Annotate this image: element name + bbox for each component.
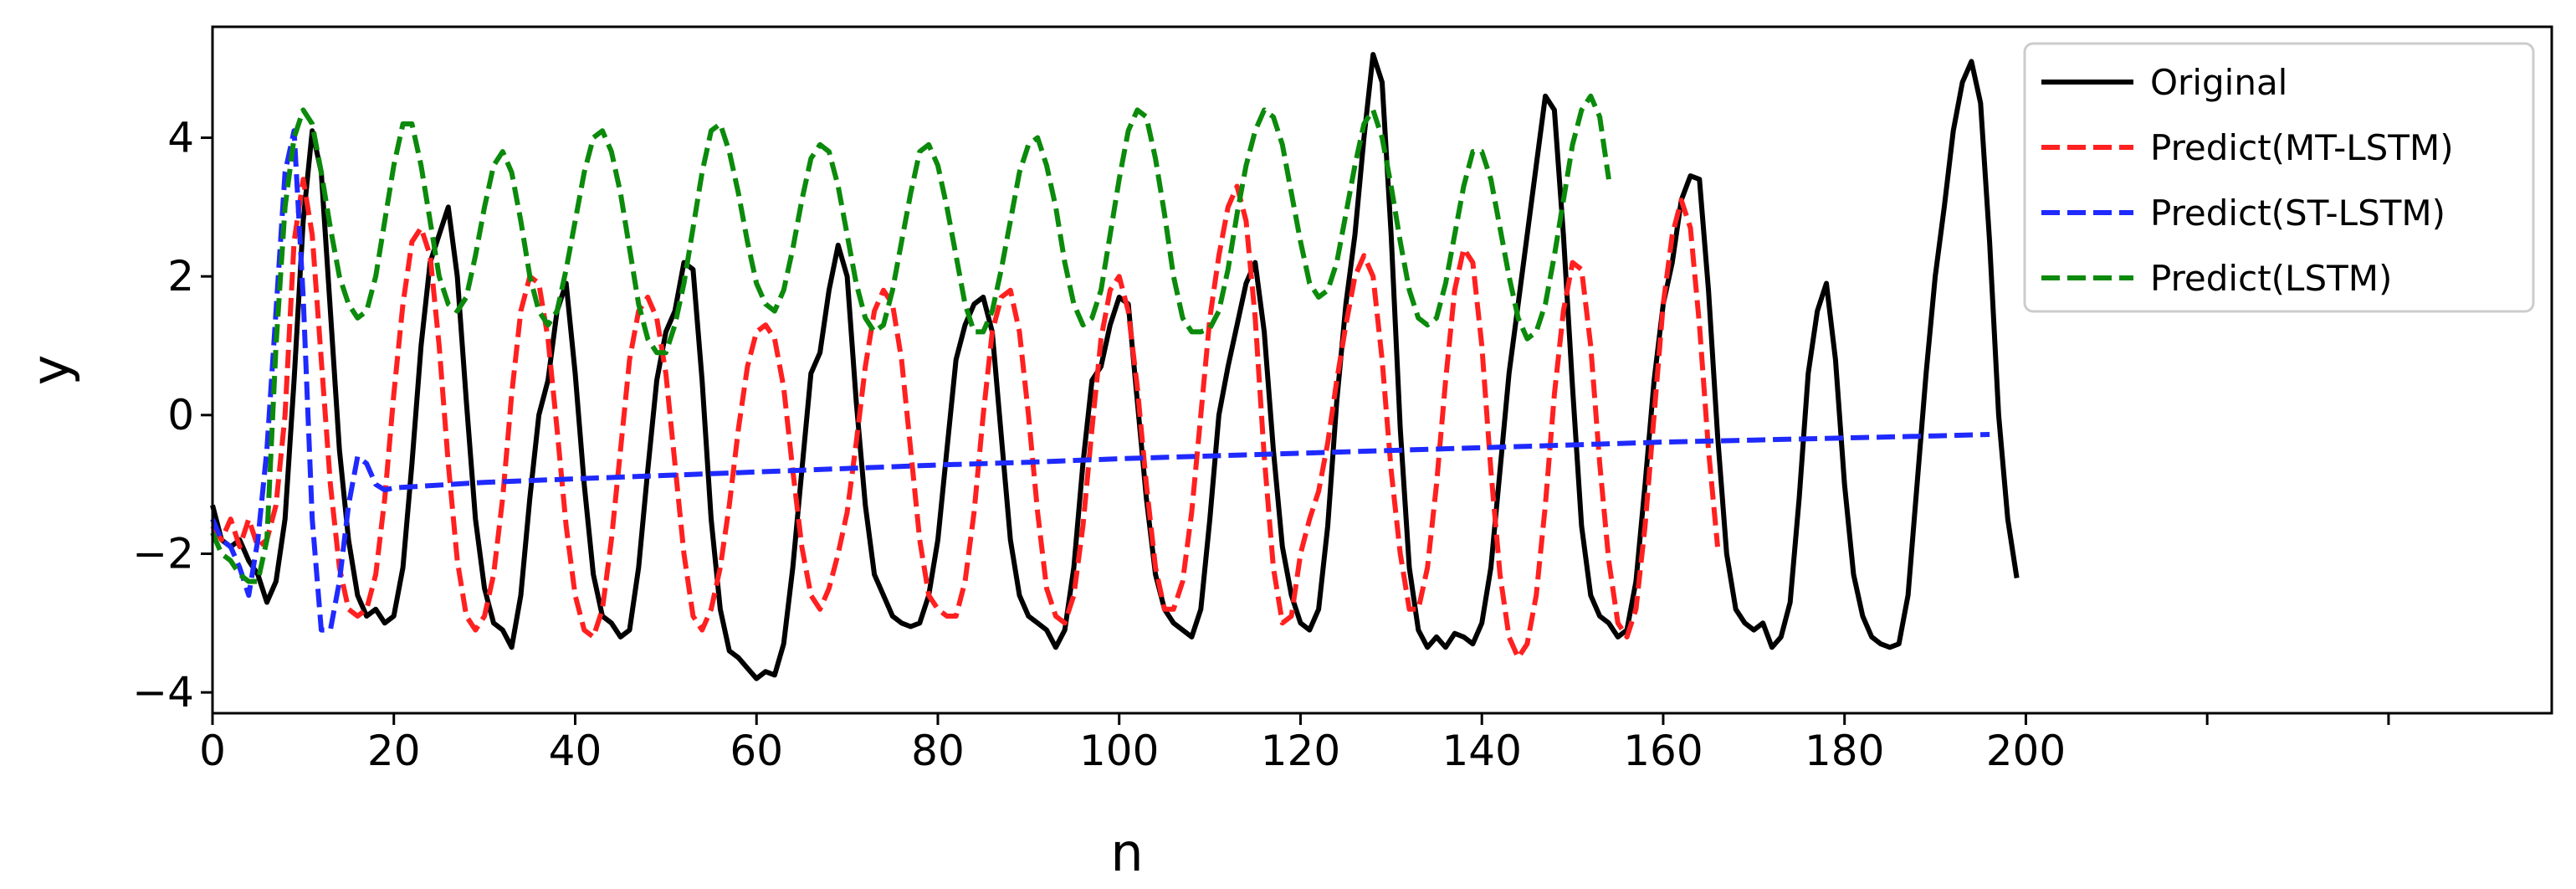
legend-label: Original: [2150, 62, 2287, 103]
series-line-2: [210, 177, 1720, 660]
x-tick-label: 0: [199, 727, 226, 775]
x-axis: 0 20 40 60 80 100 120 140 160 180 200: [199, 713, 2390, 775]
series-line-3: [210, 128, 1990, 633]
x-tick-label: 80: [911, 727, 965, 775]
y-tick-label: 4: [167, 114, 194, 162]
y-tick-label: 0: [167, 391, 194, 439]
x-tick-label: 180: [1805, 727, 1884, 775]
x-axis-label: n: [1110, 822, 1143, 883]
y-axis-label: y: [20, 355, 81, 386]
series-line-1: [210, 52, 2020, 681]
x-tick-label: 60: [730, 727, 783, 775]
legend: Original Predict(MT-LSTM) Predict(ST-LSTM)…: [2023, 42, 2535, 313]
legend-label: Predict(MT-LSTM): [2150, 127, 2454, 168]
x-tick-label: 100: [1079, 727, 1159, 775]
legend-label: Predict(ST-LSTM): [2150, 193, 2445, 234]
x-tick-label: 40: [549, 727, 602, 775]
series-line-4: [210, 93, 1611, 584]
x-tick-label: 200: [1986, 727, 2066, 775]
series-layer: [210, 52, 2020, 681]
x-tick-label: 160: [1623, 727, 1703, 775]
y-tick-label: 2: [167, 252, 194, 301]
y-axis: −4 −2 0 2 4: [132, 114, 213, 717]
y-tick-label: −2: [132, 529, 194, 578]
y-tick-label: −4: [132, 668, 194, 717]
x-tick-label: 120: [1261, 727, 1340, 775]
x-tick-label: 20: [367, 727, 421, 775]
x-tick-label: 140: [1442, 727, 1521, 775]
legend-box: [2023, 42, 2535, 313]
plot-frame: [211, 25, 2553, 715]
legend-label: Predict(LSTM): [2150, 258, 2392, 299]
